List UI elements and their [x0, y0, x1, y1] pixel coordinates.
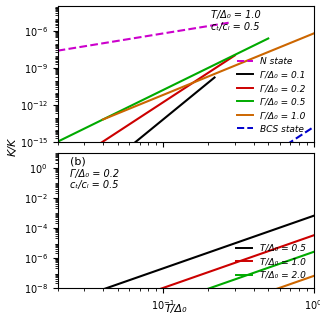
Text: Γ/Δ₀ = 0.2
cₜ/cₗ = 0.5: Γ/Δ₀ = 0.2 cₜ/cₗ = 0.5: [70, 169, 120, 190]
Text: T/Δ₀: T/Δ₀: [165, 304, 187, 314]
Legend: T/Δ₀ = 0.5, T/Δ₀ = 1.0, T/Δ₀ = 2.0: T/Δ₀ = 0.5, T/Δ₀ = 1.0, T/Δ₀ = 2.0: [233, 240, 309, 284]
Text: K/K: K/K: [8, 138, 18, 156]
Legend: N state, Γ/Δ₀ = 0.1, Γ/Δ₀ = 0.2, Γ/Δ₀ = 0.5, Γ/Δ₀ = 1.0, BCS state: N state, Γ/Δ₀ = 0.1, Γ/Δ₀ = 0.2, Γ/Δ₀ = …: [233, 53, 309, 137]
Text: (b): (b): [70, 157, 86, 167]
Text: T/Δ₀ = 1.0
cₜ/cₗ = 0.5: T/Δ₀ = 1.0 cₜ/cₗ = 0.5: [211, 11, 261, 32]
